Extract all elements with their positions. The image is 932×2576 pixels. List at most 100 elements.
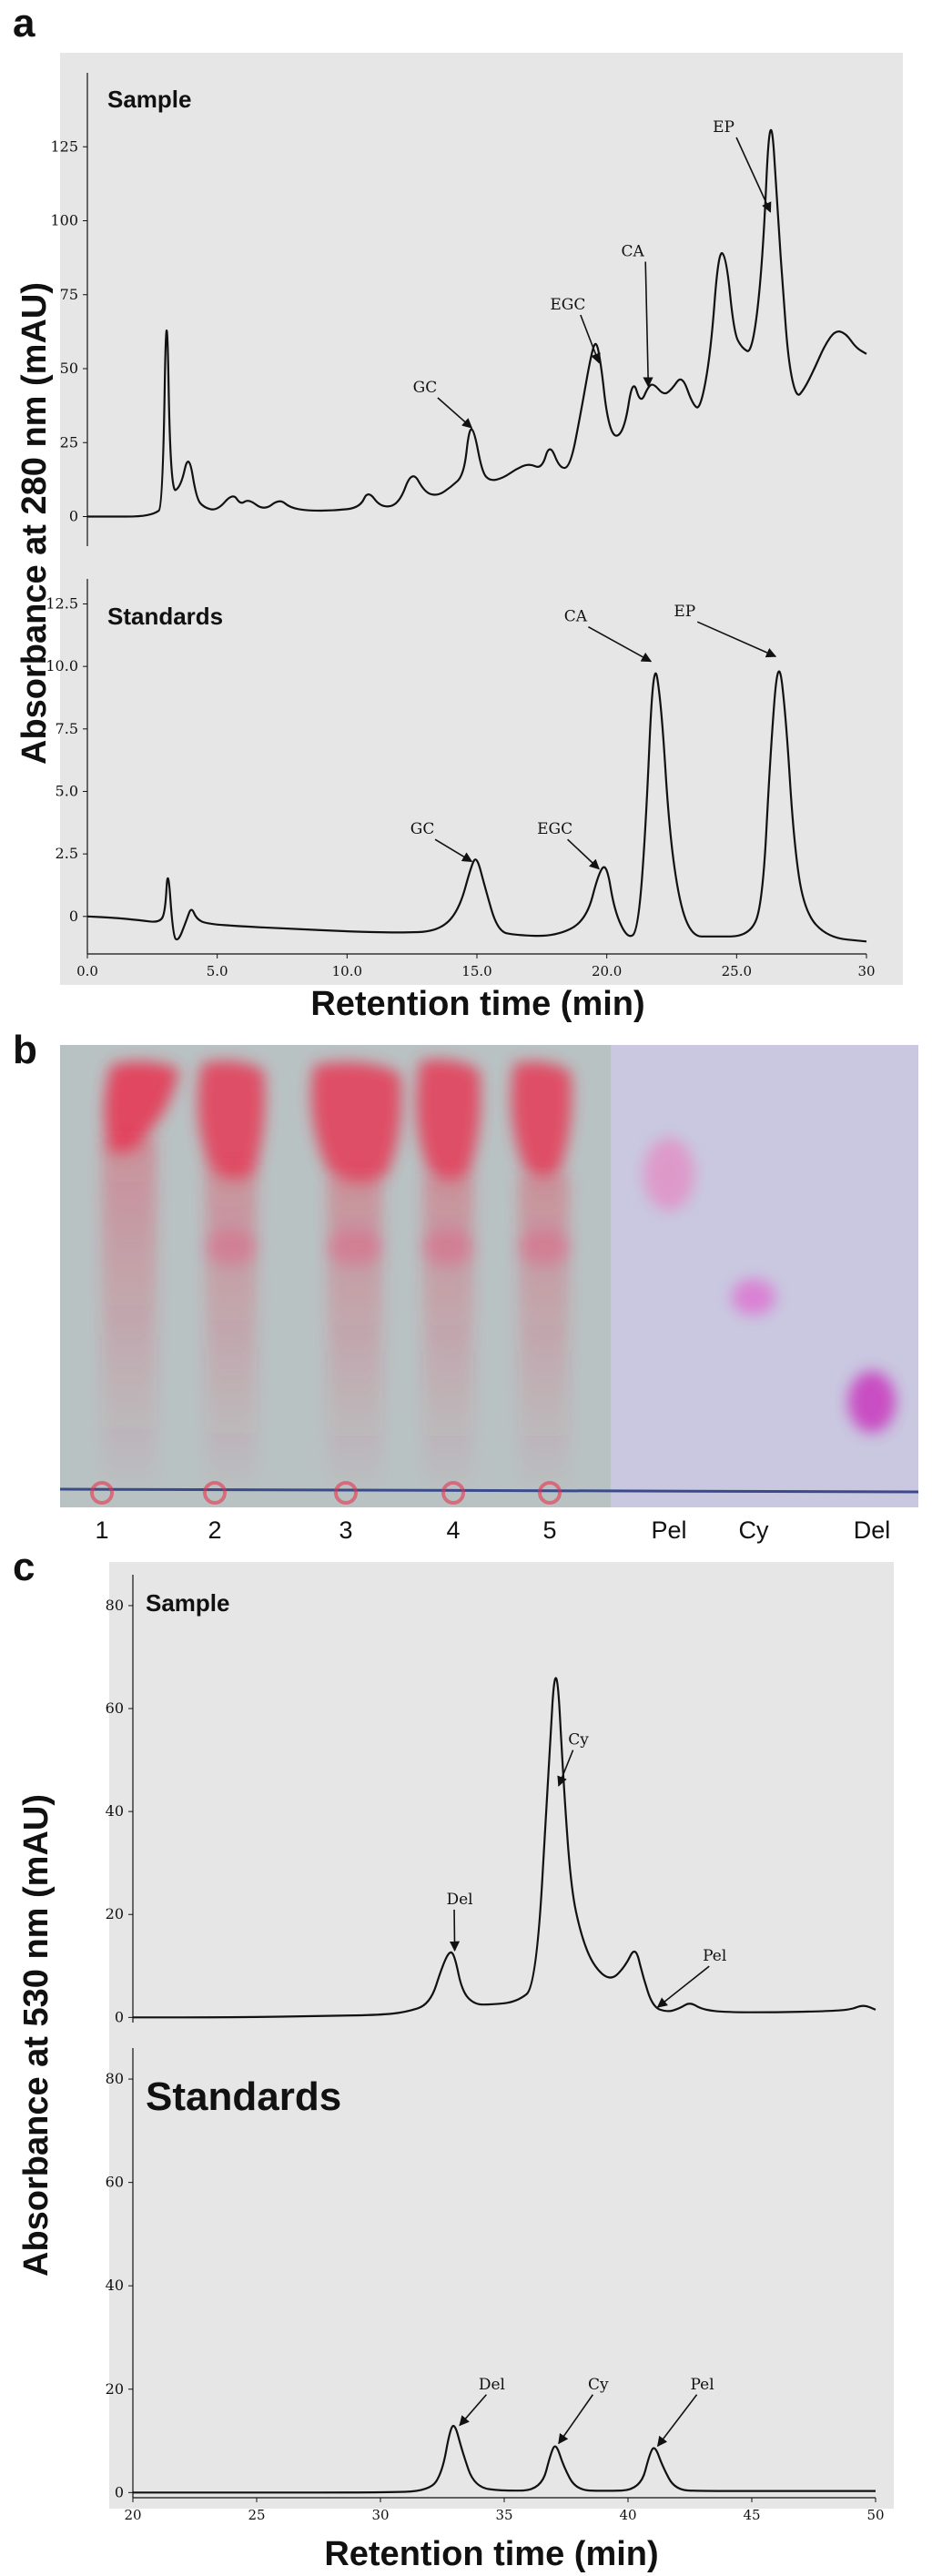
tlc-lane-5-spot (511, 1061, 572, 1484)
y-tick-label: 2.5 (56, 845, 78, 862)
tlc-origin-dot (90, 1481, 114, 1505)
x-tick-label: 15.0 (461, 963, 491, 979)
chromatogram-trace (133, 1677, 876, 2019)
tlc-origin-dot (203, 1481, 227, 1505)
tlc-lane-3-spot (311, 1061, 401, 1484)
y-tick-label: 80 (106, 1597, 124, 1614)
peak-annotation-label: GC (410, 820, 435, 838)
peak-annotation-arrow (557, 1749, 574, 1787)
peak-annotation-label: Del (479, 2376, 505, 2394)
tlc-lane-label: 3 (339, 1516, 352, 1544)
chart-a-sample-background (60, 53, 903, 561)
peak-annotation-arrow (643, 261, 653, 388)
peak-annotation-arrow (588, 625, 653, 663)
peak-annotation-arrow (558, 2394, 594, 2445)
x-tick-label: 25 (248, 2507, 265, 2523)
panel-c-xlabel: Retention time (min) (324, 2535, 658, 2573)
peak-annotation-label: CA (564, 608, 588, 626)
tlc-lane-label: 5 (542, 1516, 556, 1544)
peak-annotation-arrow (437, 397, 473, 429)
y-tick-label: 75 (60, 286, 78, 303)
panel-letter-a: a (13, 1, 35, 46)
tlc-cy-spot (732, 1279, 775, 1315)
tlc-lane-label: Del (854, 1516, 891, 1544)
y-tick-label: 0 (69, 508, 78, 525)
y-tick-label: 25 (60, 433, 78, 451)
tlc-lane-label: Pel (651, 1516, 686, 1544)
x-tick-label: 20.0 (592, 963, 622, 979)
subplot-title: Sample (107, 86, 192, 113)
chromatogram-trace (133, 2424, 876, 2494)
peak-annotation-label: Cy (568, 1731, 589, 1749)
chart-c-standards-background (109, 2035, 894, 2509)
y-tick-label: 60 (106, 2174, 124, 2191)
x-tick-label: 45 (743, 2507, 760, 2523)
tlc-plate-photo (59, 1045, 919, 1507)
peak-annotation-label: EGC (537, 820, 572, 838)
subplot-title: Standards (146, 2074, 341, 2119)
peak-annotation-label: Del (446, 1891, 472, 1909)
y-tick-label: 0 (69, 908, 78, 925)
peak-annotation-arrow (696, 621, 777, 658)
peak-annotation-arrow (735, 137, 772, 213)
y-tick-label: 12.5 (46, 594, 78, 612)
tlc-lane-label: 4 (446, 1516, 460, 1544)
y-tick-label: 20 (106, 1905, 124, 1922)
chromatogram-trace (86, 670, 867, 943)
tlc-lane-label: 1 (95, 1516, 108, 1544)
x-tick-label: 30 (371, 2507, 389, 2523)
tlc-origin-dot (334, 1481, 358, 1505)
tlc-origin-line (59, 1487, 919, 1494)
peak-annotation-arrow (434, 838, 473, 863)
panel-a-ylabel: Absorbance at 280 nm (mAU) (15, 282, 54, 765)
peak-annotation-arrow (656, 1965, 710, 2008)
peak-annotation-label: Pel (691, 2376, 714, 2394)
y-tick-label: 40 (106, 2277, 124, 2294)
x-tick-label: 10.0 (332, 963, 362, 979)
tlc-lane-labels: 1 2 3 4 5 Pel Cy Del (95, 1516, 890, 1544)
x-tick-label: 5.0 (207, 963, 228, 979)
x-tick-label: 30 (857, 963, 875, 979)
y-tick-label: 60 (106, 1699, 124, 1717)
subplot-title: Sample (146, 1589, 230, 1617)
peak-annotation-arrow (449, 1909, 461, 1952)
peak-annotation-arrow (656, 2394, 698, 2448)
tlc-lane-1-spot (102, 1061, 179, 1484)
chart-a-standards: 0 2.5 5.0 7.5 10.0 12.5 0.0 5.0 10.0 15.0 20.0 25.0… (46, 561, 903, 985)
chromatogram-trace (87, 128, 867, 518)
y-tick-label: 10.0 (46, 657, 78, 674)
x-tick-label: 25.0 (722, 963, 752, 979)
y-tick-label: 5.0 (56, 782, 78, 799)
peak-annotation-label: Cy (588, 2376, 609, 2394)
x-tick-label: 40 (619, 2507, 636, 2523)
x-tick-label: 35 (495, 2507, 512, 2523)
tlc-lane-label: 2 (208, 1516, 221, 1544)
peak-annotation-arrow (459, 2394, 488, 2427)
panel-letter-c: c (13, 1545, 35, 1589)
tlc-del-spot (848, 1371, 896, 1433)
y-tick-label: 50 (60, 360, 78, 377)
y-tick-label: 0 (115, 2483, 124, 2500)
peak-annotation-arrow (580, 314, 601, 364)
y-tick-label: 80 (106, 2070, 124, 2087)
tlc-lane-4-spot (416, 1059, 481, 1484)
x-tick-label: 50 (866, 2507, 884, 2523)
peak-annotation-label: EP (674, 603, 695, 621)
peak-annotation-label: GC (413, 379, 438, 397)
y-tick-label: 125 (50, 137, 78, 155)
subplot-title: Standards (107, 603, 223, 630)
panel-letter-b: b (13, 1028, 37, 1072)
peak-annotation-label: Pel (703, 1947, 726, 1965)
y-tick-label: 20 (106, 2380, 124, 2398)
y-tick-label: 0 (115, 2008, 124, 2025)
chart-a-sample: 0 25 50 75 100 125 Sample GC EGC CA EP (50, 53, 903, 561)
peak-annotation-arrow (567, 838, 600, 870)
tlc-lane-2-spot (198, 1060, 266, 1484)
tlc-lane-label: Cy (739, 1516, 769, 1544)
y-tick-label: 7.5 (56, 720, 78, 737)
tlc-standards-plate (611, 1045, 918, 1507)
peak-annotation-label: CA (622, 243, 645, 261)
y-tick-label: 40 (106, 1802, 124, 1820)
